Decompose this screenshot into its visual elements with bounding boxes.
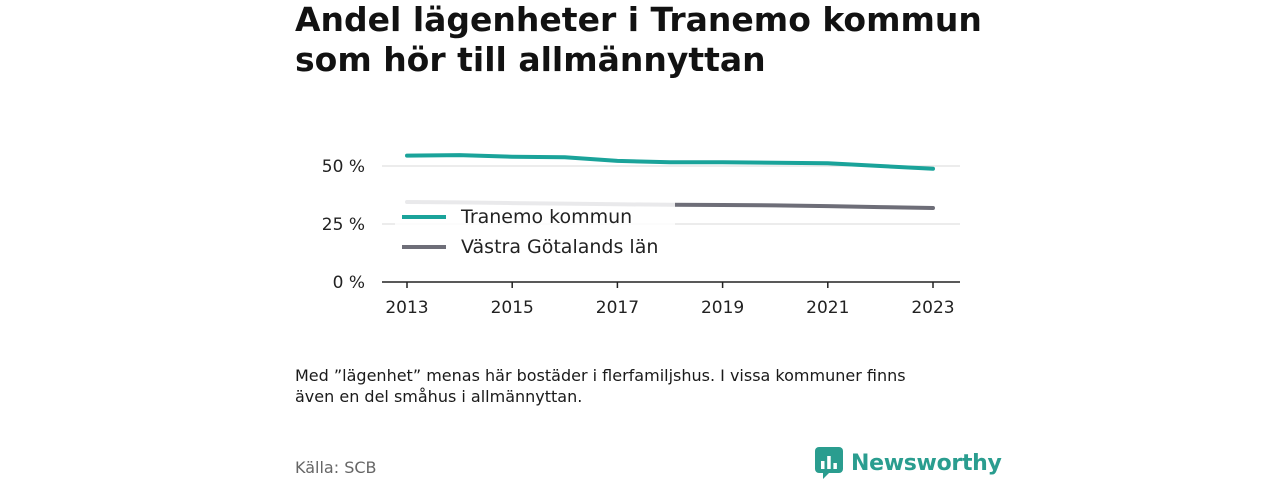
series-line (405, 153, 935, 171)
footnote: Med ”lägenhet” menas här bostäder i fler… (295, 365, 985, 407)
chart-title-line-2: som hör till allmännyttan (295, 40, 766, 79)
line-chart: 0 % 25 % 50 % 2013 2015 2017 2019 2021 2023 Trane… (322, 153, 960, 318)
brand-logo[interactable]: Newsworthy (815, 447, 1002, 479)
y-tick-label: 50 % (322, 157, 365, 177)
x-tick-label: 2013 (385, 298, 428, 318)
brand-name: Newsworthy (851, 450, 1002, 476)
legend-background (395, 197, 675, 267)
x-tick-label: 2017 (596, 298, 639, 318)
x-tick-label: 2023 (911, 298, 954, 318)
legend-label: Västra Götalands län (461, 236, 658, 258)
source-note: Källa: SCB (295, 458, 377, 477)
x-tick-label: 2019 (701, 298, 744, 318)
footnote-line-2: även en del småhus i allmännyttan. (295, 387, 583, 406)
y-tick-label: 0 % (333, 273, 365, 293)
chart-title: Andel lägenheter i Tranemo kommun som hö… (295, 0, 1015, 80)
x-tick-label: 2015 (491, 298, 534, 318)
footnote-line-1: Med ”lägenhet” menas här bostäder i fler… (295, 366, 906, 385)
legend-label: Tranemo kommun (460, 206, 632, 228)
chart-title-line-1: Andel lägenheter i Tranemo kommun (295, 0, 982, 39)
x-tick-label: 2021 (806, 298, 849, 318)
bar-chart-logo-icon (815, 447, 843, 479)
y-tick-label: 25 % (322, 215, 365, 235)
